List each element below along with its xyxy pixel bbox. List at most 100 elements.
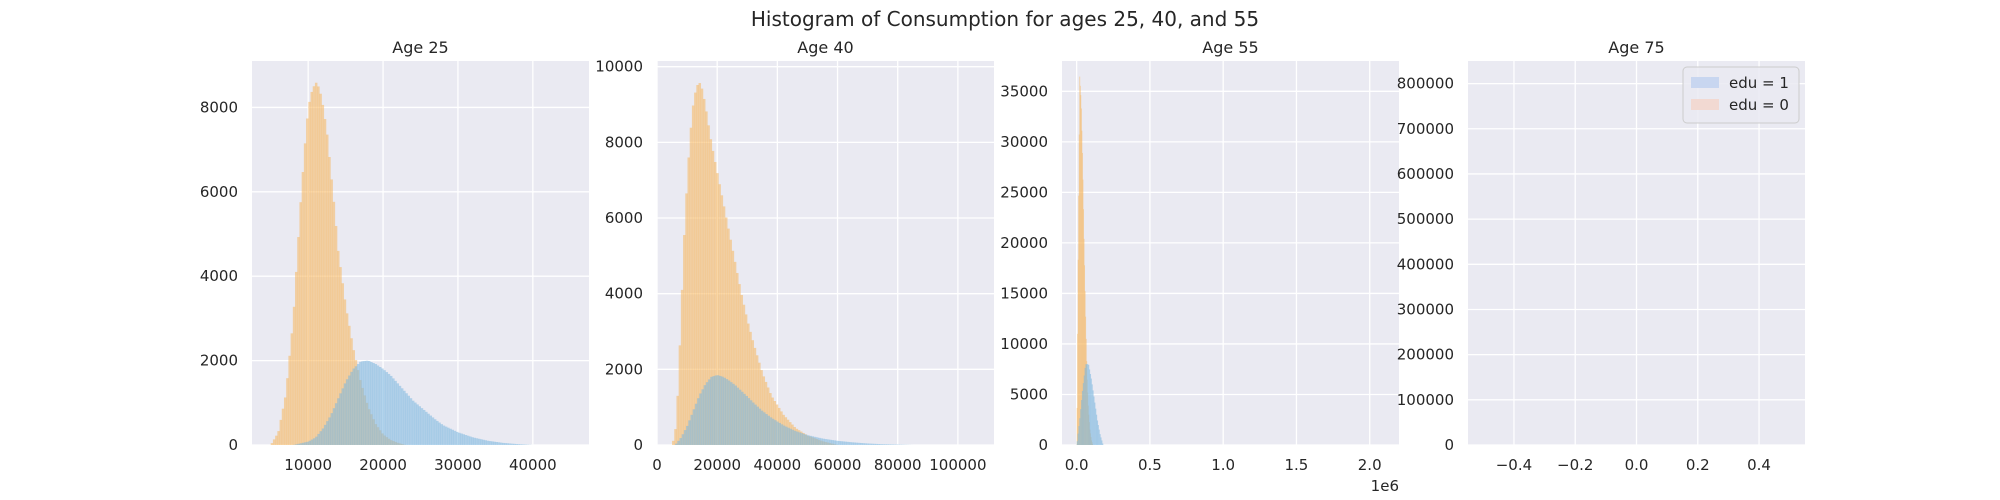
histogram-bar: [731, 250, 735, 445]
histogram-bar: [308, 101, 311, 445]
histogram-bar: [359, 361, 362, 445]
histogram-bar: [691, 105, 695, 446]
histogram-bar: [339, 393, 342, 445]
histogram-bar: [1092, 390, 1094, 445]
histogram-bar: [475, 438, 479, 445]
histogram-bar: [701, 389, 704, 445]
subplot-4: 0 100000 200000 300000 400000 500000 600000 700…: [1397, 38, 1805, 474]
histogram-bar: [1091, 384, 1093, 445]
x-tick-label: 30000: [434, 456, 482, 474]
histogram-bar: [1080, 108, 1082, 446]
histogram-bar: [370, 362, 373, 445]
histogram-bar: [281, 408, 285, 445]
histogram-bar: [820, 438, 823, 445]
histogram-bar: [321, 428, 325, 445]
histogram-bar: [796, 431, 799, 445]
histogram-bar: [689, 127, 693, 446]
histogram-bar: [829, 439, 832, 445]
histogram-bar: [1080, 409, 1082, 445]
histogram-bar: [405, 393, 408, 445]
histogram-bar: [270, 443, 274, 445]
histogram-bar: [325, 134, 329, 445]
histogram-bar: [464, 434, 468, 445]
x-tick-label: 0.5: [1138, 456, 1162, 474]
histogram-bar: [297, 443, 301, 445]
histogram-bar: [764, 381, 768, 445]
histogram-bar: [455, 431, 459, 445]
histogram-bar: [418, 406, 422, 445]
histogram-bar: [690, 414, 693, 445]
histogram-bar: [334, 225, 338, 445]
histogram-bar: [416, 404, 419, 445]
histogram-bar: [326, 421, 329, 445]
histogram-bar: [497, 442, 501, 445]
histogram-bar: [749, 331, 752, 445]
histogram-bar: [409, 398, 413, 445]
histogram-bar: [765, 414, 768, 445]
histogram-bar: [354, 366, 358, 445]
histogram-bar: [678, 345, 682, 445]
histogram-bar: [348, 375, 351, 445]
histogram-bar: [859, 442, 863, 445]
subplot-title: Age 55: [1202, 38, 1258, 57]
histogram-bar: [813, 436, 817, 445]
histogram-bar: [840, 441, 843, 445]
histogram-bar: [356, 364, 360, 445]
histogram-bar: [306, 118, 309, 446]
histogram-bar: [482, 439, 485, 445]
histogram-bar: [486, 440, 490, 445]
y-tick-label: 30000: [1000, 133, 1048, 151]
y-tick-label: 0: [228, 436, 238, 454]
histogram-bar: [711, 150, 715, 446]
y-tick-label: 0: [633, 436, 643, 454]
histogram-bar: [729, 239, 732, 445]
histogram-bar: [1086, 364, 1088, 445]
histogram-bar: [741, 391, 744, 445]
histogram-bar: [719, 375, 722, 445]
histogram-bar: [517, 444, 520, 445]
histogram-bar: [699, 393, 702, 445]
histogram-bar: [855, 442, 859, 445]
histogram-bar: [738, 389, 742, 445]
histogram-bar: [740, 294, 743, 445]
histogram-bar: [811, 436, 815, 445]
histogram-series-2: [1076, 364, 1104, 445]
histogram-bar: [334, 403, 338, 445]
histogram-bar: [738, 284, 741, 445]
histogram-bar: [720, 195, 724, 445]
y-tick-label: 15000: [1000, 284, 1048, 302]
histogram-bar: [716, 173, 719, 446]
histogram-bar: [857, 442, 861, 445]
histogram-bar: [477, 438, 481, 445]
histogram-bar: [798, 432, 801, 445]
histogram-bar: [341, 283, 344, 445]
histogram-bar: [694, 92, 697, 445]
y-tick-label: 200000: [1397, 346, 1454, 364]
histogram-bar: [275, 435, 278, 445]
histogram-bar: [288, 355, 291, 445]
y-tick-label: 6000: [605, 209, 643, 227]
histogram-bar: [444, 426, 448, 445]
histogram-bar: [420, 408, 424, 445]
histogram-bar: [760, 370, 763, 445]
histogram-bar: [831, 440, 834, 445]
histogram-bar: [449, 428, 452, 445]
histogram-bar: [330, 413, 334, 445]
x-offset-label: 1e6: [1371, 477, 1399, 495]
histogram-bar: [826, 439, 830, 445]
x-tick-label: −0.4: [1496, 456, 1532, 474]
y-tick-label: 400000: [1397, 255, 1454, 273]
histogram-bar: [1079, 85, 1081, 445]
y-tick-label: 700000: [1397, 120, 1454, 138]
histogram-bar: [776, 421, 779, 445]
x-tick-label: 0.2: [1686, 456, 1710, 474]
histogram-bar: [875, 443, 878, 445]
histogram-bar: [692, 409, 696, 445]
histogram-bar: [345, 313, 349, 445]
histogram-bar: [755, 355, 759, 445]
histogram-bar: [389, 375, 393, 445]
histogram-bar: [1088, 369, 1091, 445]
histogram-bar: [1079, 76, 1081, 445]
